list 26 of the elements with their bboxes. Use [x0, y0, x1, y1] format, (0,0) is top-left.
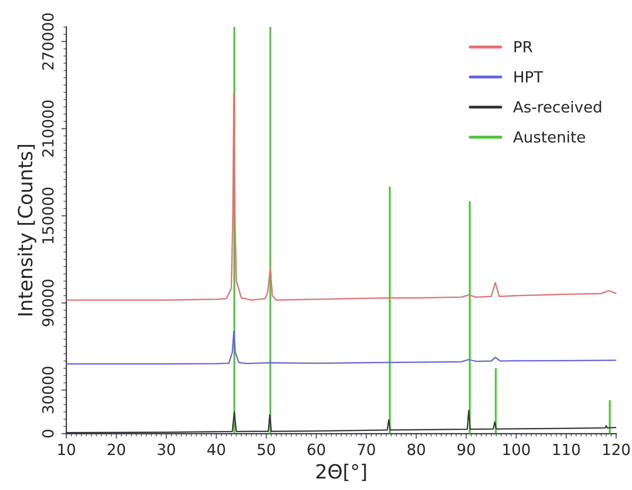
- x-tick-label: 10: [58, 444, 76, 456]
- line-series: [66, 330, 616, 365]
- x-tick-label: 110: [553, 444, 580, 456]
- y-tick-label: 30000: [42, 366, 54, 414]
- x-axis-title: 2Θ[°]: [316, 464, 366, 482]
- x-tick-label: 80: [408, 444, 425, 456]
- legend-label: PR: [514, 41, 532, 52]
- x-tick-label: 70: [358, 444, 375, 456]
- x-tick-label: 100: [503, 444, 530, 456]
- y-tick-label: 270000: [42, 13, 54, 70]
- x-tick-label: 90: [457, 444, 475, 456]
- legend-label: Austenite: [513, 130, 585, 143]
- x-tick-label: 120: [603, 444, 630, 456]
- y-tick-label: 0: [42, 430, 54, 438]
- legend-label: HPT: [514, 71, 544, 82]
- x-tick-label: 50: [258, 444, 276, 456]
- line-series: [66, 93, 616, 301]
- y-tick-label: 210000: [42, 100, 54, 157]
- y-tick-label: 150000: [42, 188, 54, 244]
- x-tick-label: 20: [108, 444, 126, 456]
- y-tick-label: 90000: [42, 280, 54, 326]
- x-tick-label: 60: [308, 444, 325, 456]
- y-axis-title: Intensity [Counts]: [17, 145, 36, 316]
- legend-label: As-received: [513, 100, 602, 113]
- x-tick-label: 30: [158, 444, 176, 456]
- x-tick-label: 40: [207, 444, 226, 456]
